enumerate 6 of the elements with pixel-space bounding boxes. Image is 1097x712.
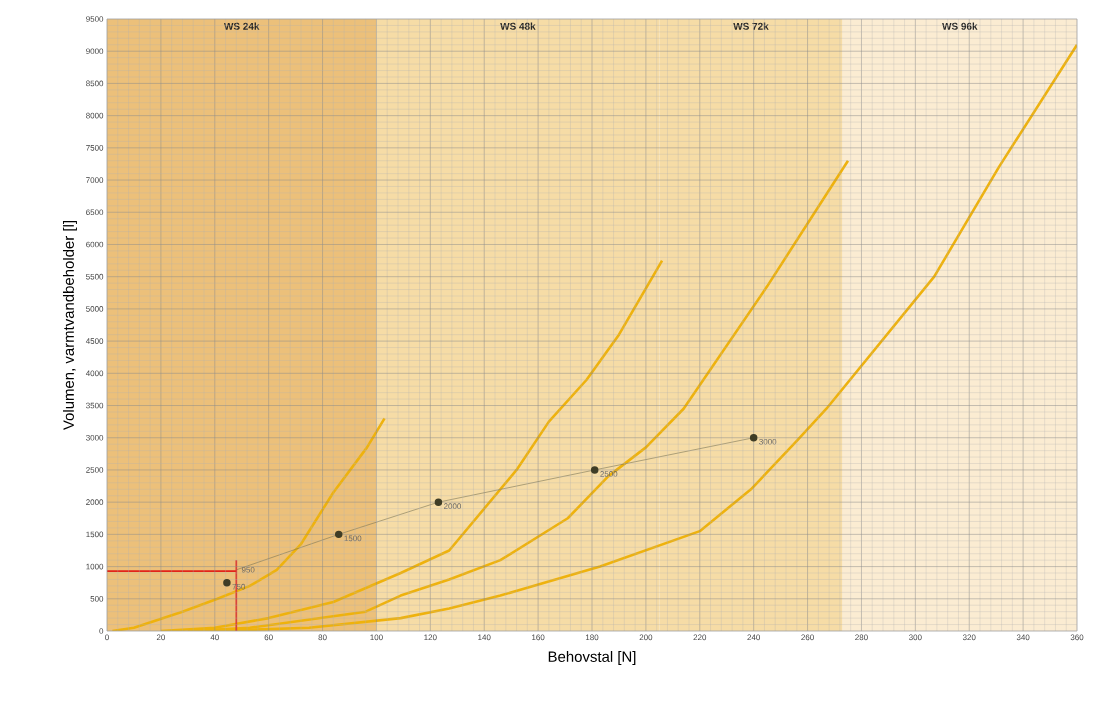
band-label: WS 24k [224,22,260,30]
y-axis-title: Volumen, varmtvandbeholder [l] [62,221,77,431]
band-label: WS 48k [500,22,536,30]
band-label: WS 96k [942,22,978,30]
band-label: WS 72k [733,22,769,30]
x-axis-title: Behovstal [N] [548,650,636,665]
